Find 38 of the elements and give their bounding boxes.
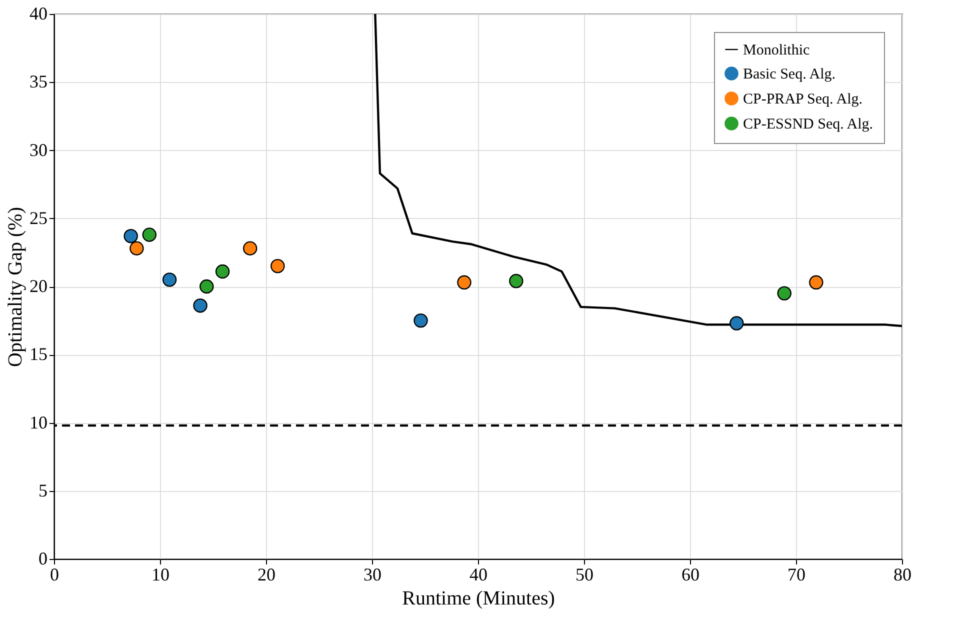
y-tick-label: 5 xyxy=(38,480,48,500)
y-tick-label: 25 xyxy=(30,208,48,228)
x-tick-label: 50 xyxy=(576,564,594,584)
point xyxy=(200,279,214,294)
point xyxy=(509,274,524,288)
point xyxy=(777,286,792,300)
point xyxy=(142,228,157,242)
x-tick-label: 20 xyxy=(258,564,276,584)
point xyxy=(130,241,144,256)
x-tick-label: 60 xyxy=(682,564,700,584)
legend-label: CP-ESSND Seq. Alg. xyxy=(743,116,874,132)
y-tick-label: 0 xyxy=(38,548,48,568)
y-tick-label: 20 xyxy=(30,276,48,296)
y-tick-label: 40 xyxy=(30,4,48,24)
legend-label: CP-PRAP Seq. Alg. xyxy=(743,92,862,108)
x-tick-label: 10 xyxy=(152,564,170,584)
point xyxy=(457,275,472,290)
point xyxy=(414,313,428,328)
x-axis-title: Runtime (Minutes) xyxy=(402,588,555,610)
point xyxy=(193,298,208,313)
point xyxy=(242,241,258,256)
point xyxy=(270,258,285,274)
point xyxy=(162,272,177,287)
point xyxy=(730,316,744,330)
point xyxy=(809,275,824,290)
y-tick-label: 15 xyxy=(30,344,48,364)
x-tick-label: 70 xyxy=(788,564,806,584)
point xyxy=(215,264,230,279)
legend-label: Basic Seq. Alg. xyxy=(743,66,836,82)
y-tick-label: 10 xyxy=(30,412,48,432)
x-tick-label: 40 xyxy=(470,564,488,584)
y-tick-label: 30 xyxy=(30,140,48,160)
x-tick-label: 80 xyxy=(894,564,912,584)
y-tick-label: 35 xyxy=(30,72,48,92)
legend-label: Monolithic xyxy=(743,42,810,58)
y-axis-title: Optimality Gap (%) xyxy=(4,207,26,367)
point xyxy=(124,228,138,244)
x-tick-label: 30 xyxy=(364,564,382,584)
